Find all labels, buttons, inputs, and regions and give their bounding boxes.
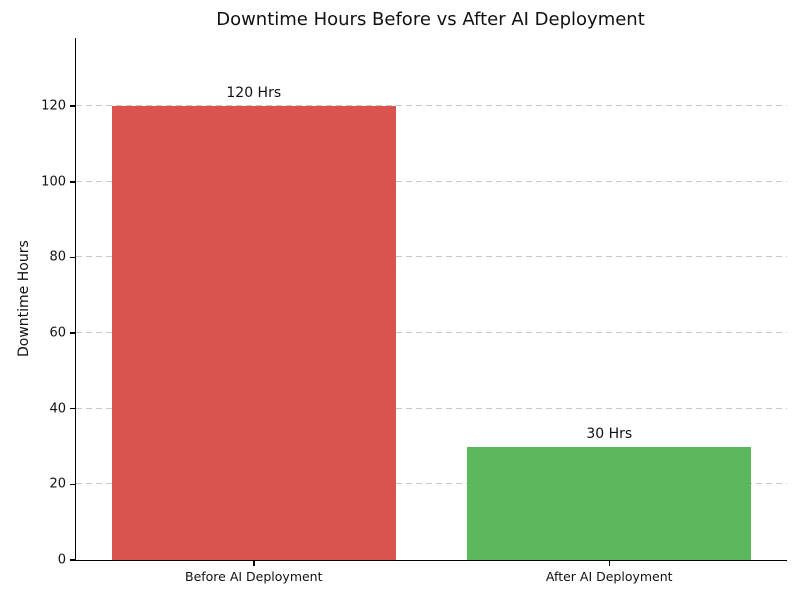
gridline: [76, 483, 787, 485]
y-axis-label: Downtime Hours: [16, 240, 32, 358]
bar-value-label: 30 Hrs: [586, 425, 633, 442]
y-tick-label: 60: [49, 325, 66, 341]
gridline: [76, 180, 787, 182]
gridline: [76, 256, 787, 258]
bar: [111, 106, 396, 560]
gridline: [76, 105, 787, 107]
y-tick-mark: [70, 407, 76, 410]
x-tick-mark: [608, 560, 610, 566]
y-tick-label: 100: [41, 174, 66, 190]
y-tick-mark: [70, 256, 76, 259]
y-tick-mark: [70, 105, 76, 107]
y-tick-label: 20: [49, 476, 66, 492]
y-tick-label: 80: [49, 249, 66, 265]
y-tick-mark: [70, 332, 76, 334]
plot-area: 0 20 40 60 80 100 120 120 Hrs Before AI Deployme…: [41, 38, 787, 584]
gridline: [76, 407, 787, 409]
y-tick-mark: [70, 181, 76, 183]
y-tick-mark: [70, 559, 76, 561]
y-tick-mark: [70, 483, 76, 486]
bar: [467, 446, 752, 560]
chart-title: Downtime Hours Before vs After AI Deploy…: [216, 9, 645, 30]
x-tick-label: Before AI Deployment: [184, 569, 323, 584]
gridline: [76, 332, 787, 334]
bar-value-label: 120 Hrs: [226, 85, 282, 102]
y-tick-label: 120: [41, 98, 66, 114]
x-tick-mark: [253, 560, 255, 566]
y-tick-label: 0: [57, 552, 66, 568]
y-tick-label: 40: [49, 401, 66, 417]
x-tick-label: After AI Deployment: [545, 569, 673, 584]
